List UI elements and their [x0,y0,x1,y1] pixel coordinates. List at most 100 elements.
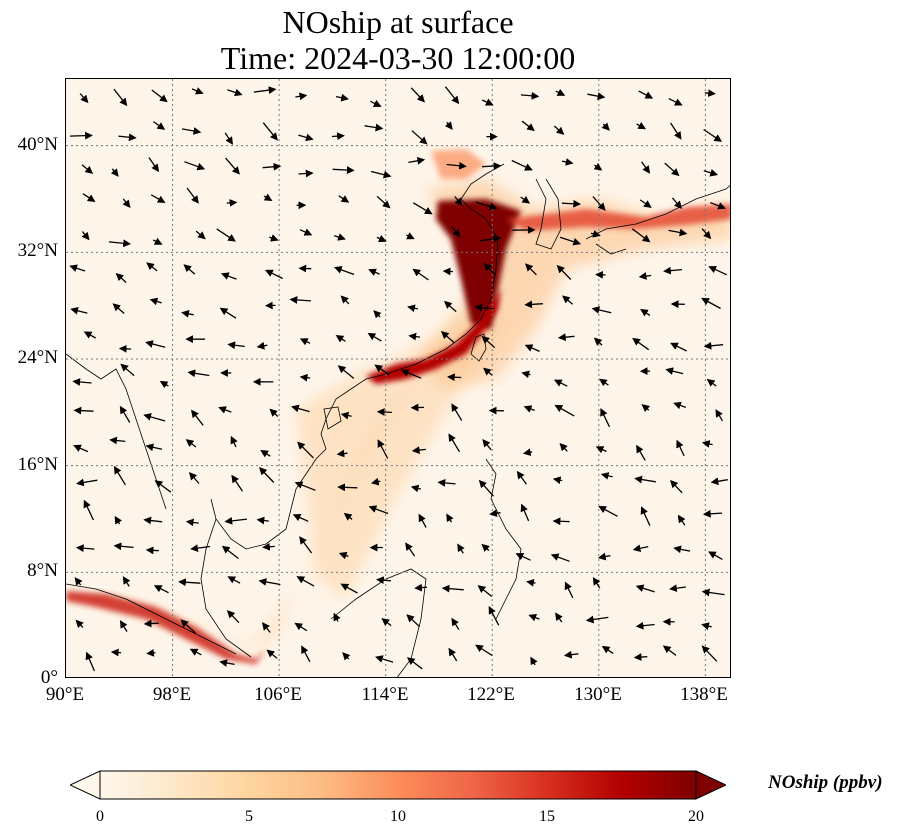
wind-arrow [670,342,687,352]
wind-arrow [340,411,352,420]
wind-arrow [520,195,531,204]
wind-arrow [553,379,568,387]
wind-arrow [412,202,433,215]
wind-arrow [145,443,163,452]
wind-arrow [112,303,125,314]
wind-arrow [151,89,168,103]
wind-arrow [110,648,122,657]
wind-arrow [553,125,565,135]
wind-arrow [376,234,387,243]
wind-arrow [664,162,680,177]
map-title: NOship at surface [282,4,514,40]
lat-lon-gridlines [66,79,730,677]
wind-arrow [598,505,618,517]
wind-arrow [291,404,310,413]
wind-arrow [676,439,685,457]
wind-arrow [333,266,355,276]
wind-arrow [414,583,427,592]
wind-arrow [216,228,236,242]
wind-arrow [641,404,650,413]
wind-arrow [335,334,346,343]
wind-arrow [481,162,502,170]
wind-arrow [526,578,536,587]
wind-arrow [601,122,610,131]
wind-arrow [592,196,606,211]
wind-arrow [418,513,427,528]
wind-arrow [708,265,728,276]
wind-arrow [227,88,243,97]
colorbar-label: NOship (ppbv) [768,772,883,793]
colorbar-tick-label: 0 [96,808,104,825]
wind-arrow [109,436,126,445]
wind-arrow [370,170,392,179]
wind-arrow [376,195,391,209]
wind-arrow [75,544,95,553]
wind-arrow [373,310,382,319]
wind-arrow [266,649,278,659]
japan-coastline [585,185,730,255]
wind-arrow [410,484,421,493]
wind-arrow [587,92,606,100]
wind-arrow [561,295,574,305]
wind-arrow [73,406,94,415]
coastlines [66,163,730,677]
wind-arrow [593,337,603,346]
wind-arrow [219,659,235,667]
wind-arrow [337,483,358,492]
wind-arrow [374,364,390,376]
china-coastline [320,163,505,450]
wind-arrow [703,128,723,142]
wind-arrow [153,585,169,594]
lat-tick-label: 32°N [17,240,58,261]
wind-arrow [670,479,683,494]
wind-arrow [261,622,271,633]
wind-arrow [668,228,688,237]
wind-arrow [408,332,421,341]
wind-arrow [701,588,725,597]
wind-arrow [475,644,493,657]
wind-arrow [299,228,313,236]
lon-tick-label: 138°E [680,684,728,705]
shipping-lane-shading [66,269,486,654]
wind-arrow [262,162,282,171]
wind-arrow [474,303,494,312]
wind-arrow [515,552,531,561]
wind-arrow [554,404,575,417]
wind-arrow [335,93,349,102]
wind-arrow [180,619,196,634]
wind-arrow [178,578,201,587]
wind-arrow [632,337,650,351]
wind-arrow [595,446,607,454]
wind-arrow [673,545,691,554]
wind-arrow [511,159,533,171]
wind-arrow [590,230,601,238]
borneo-coastline [330,568,427,677]
wind-arrow [708,551,723,560]
wind-arrow [665,367,684,375]
wind-arrow [406,232,415,240]
wind-arrow [482,438,492,451]
wind-arrow [227,576,241,584]
wind-arrow [113,465,126,486]
wind-arrow [143,516,163,525]
wind-arrow [635,584,655,593]
wind-arrow [289,296,311,304]
wind-arrow [640,506,651,526]
wind-arrow [528,613,540,622]
wind-arrow [522,448,533,457]
wind-arrow [146,262,158,272]
wind-arrow [336,449,348,458]
wind-arrow [183,264,196,275]
wind-arrow [296,576,315,587]
lat-tick-label: 40°N [17,134,58,155]
wind-arrow [552,517,570,526]
wind-arrow [150,194,166,203]
wind-arrow [186,187,199,204]
wind-arrow [370,99,382,107]
wind-arrow [715,409,724,422]
wind-arrow [83,331,97,339]
korea-japan-strait-band [506,204,730,231]
china-coast-band [366,289,501,384]
wind-arrow [481,335,496,349]
wind-arrow [521,120,535,132]
